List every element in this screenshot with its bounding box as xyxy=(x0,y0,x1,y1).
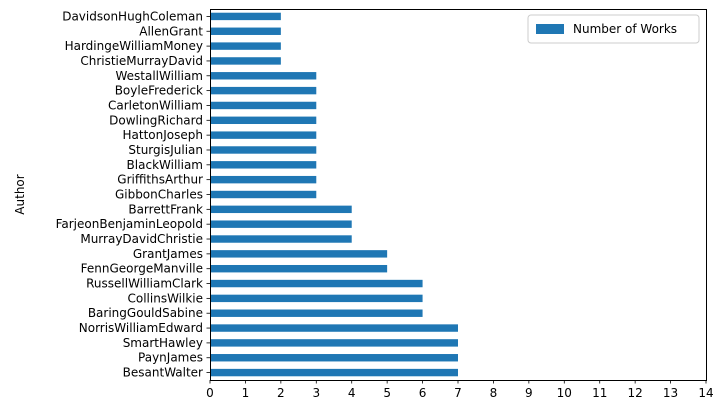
bar xyxy=(210,131,317,139)
bar xyxy=(210,12,281,21)
y-tick-label: DowlingRichard xyxy=(109,113,203,127)
x-tick-label: 4 xyxy=(348,386,356,400)
y-tick-label: CollinsWilkie xyxy=(127,291,203,305)
y-tick-label: BarrettFrank xyxy=(128,202,203,216)
bar xyxy=(210,294,423,303)
x-tick-label: 9 xyxy=(525,386,533,400)
x-tick-label: 14 xyxy=(698,386,713,400)
bar xyxy=(210,116,317,125)
y-tick-label: AllenGrant xyxy=(139,24,203,38)
bar xyxy=(210,309,423,317)
plot-frame xyxy=(210,9,707,381)
bar xyxy=(210,72,317,80)
y-tick-label: GibbonCharles xyxy=(115,188,203,202)
bars-group xyxy=(210,12,458,377)
x-tick-label: 7 xyxy=(454,386,462,400)
bar xyxy=(210,324,458,332)
y-tick-label: MurrayDavidChristie xyxy=(80,232,203,246)
x-tick-label: 12 xyxy=(628,386,643,400)
y-tick-label: ChristieMurrayDavid xyxy=(80,54,203,68)
y-tick-label: SmartHawley xyxy=(123,336,203,350)
bar xyxy=(210,235,352,243)
bar xyxy=(210,220,352,228)
bar xyxy=(210,264,388,273)
x-tick-label: 8 xyxy=(490,386,498,400)
bar xyxy=(210,339,458,347)
bar xyxy=(210,354,458,362)
bar xyxy=(210,161,317,169)
y-tick-label: FarjeonBenjaminLeopold xyxy=(56,217,203,231)
bar xyxy=(210,279,423,288)
legend-swatch xyxy=(536,24,564,34)
x-tick-label: 1 xyxy=(242,386,250,400)
x-tick-label: 3 xyxy=(312,386,320,400)
y-tick-label: HattonJoseph xyxy=(123,128,203,142)
bar xyxy=(210,57,281,65)
y-axis-ticks: DavidsonHughColemanAllenGrantHardingeWil… xyxy=(56,9,210,380)
bar xyxy=(210,101,317,110)
bar xyxy=(210,42,281,50)
x-tick-label: 6 xyxy=(419,386,427,400)
y-tick-label: FennGeorgeManville xyxy=(81,262,203,276)
y-tick-label: GrantJames xyxy=(133,247,203,261)
x-tick-label: 13 xyxy=(663,386,678,400)
y-tick-label: SturgisJulian xyxy=(128,143,203,157)
bar xyxy=(210,250,388,258)
y-tick-label: HardingeWilliamMoney xyxy=(65,39,203,53)
bar xyxy=(210,190,317,199)
y-tick-label: GriffithsArthur xyxy=(117,173,203,187)
bar xyxy=(210,146,317,154)
legend-box xyxy=(527,14,700,44)
bar xyxy=(210,86,317,95)
y-axis-label: Author xyxy=(13,174,27,214)
x-tick-label: 0 xyxy=(206,386,214,400)
x-tick-label: 5 xyxy=(383,386,391,400)
y-tick-label: NorrisWilliamEdward xyxy=(79,321,203,335)
bar xyxy=(210,175,317,184)
y-tick-label: DavidsonHughColeman xyxy=(62,9,203,23)
y-tick-label: BoyleFrederick xyxy=(115,84,203,98)
y-tick-label: RussellWilliamClark xyxy=(86,277,203,291)
x-tick-label: 10 xyxy=(557,386,572,400)
y-tick-label: WestallWilliam xyxy=(115,69,203,83)
y-tick-label: PaynJames xyxy=(138,351,203,365)
x-tick-label: 11 xyxy=(592,386,607,400)
bar xyxy=(210,27,281,35)
y-tick-label: CarletonWilliam xyxy=(108,98,203,112)
legend-label: Number of Works xyxy=(573,22,677,36)
y-tick-label: BesantWalter xyxy=(123,366,203,380)
bar xyxy=(210,368,458,377)
x-tick-label: 2 xyxy=(277,386,285,400)
y-tick-label: BaringGouldSabine xyxy=(88,306,203,320)
legend: Number of Works xyxy=(527,14,700,44)
x-axis-ticks: 0 1 2 3 4 5 6 7 8 9 10 11 12 13 14 xyxy=(206,380,714,400)
y-tick-label: BlackWilliam xyxy=(127,158,203,172)
bar xyxy=(210,205,352,214)
